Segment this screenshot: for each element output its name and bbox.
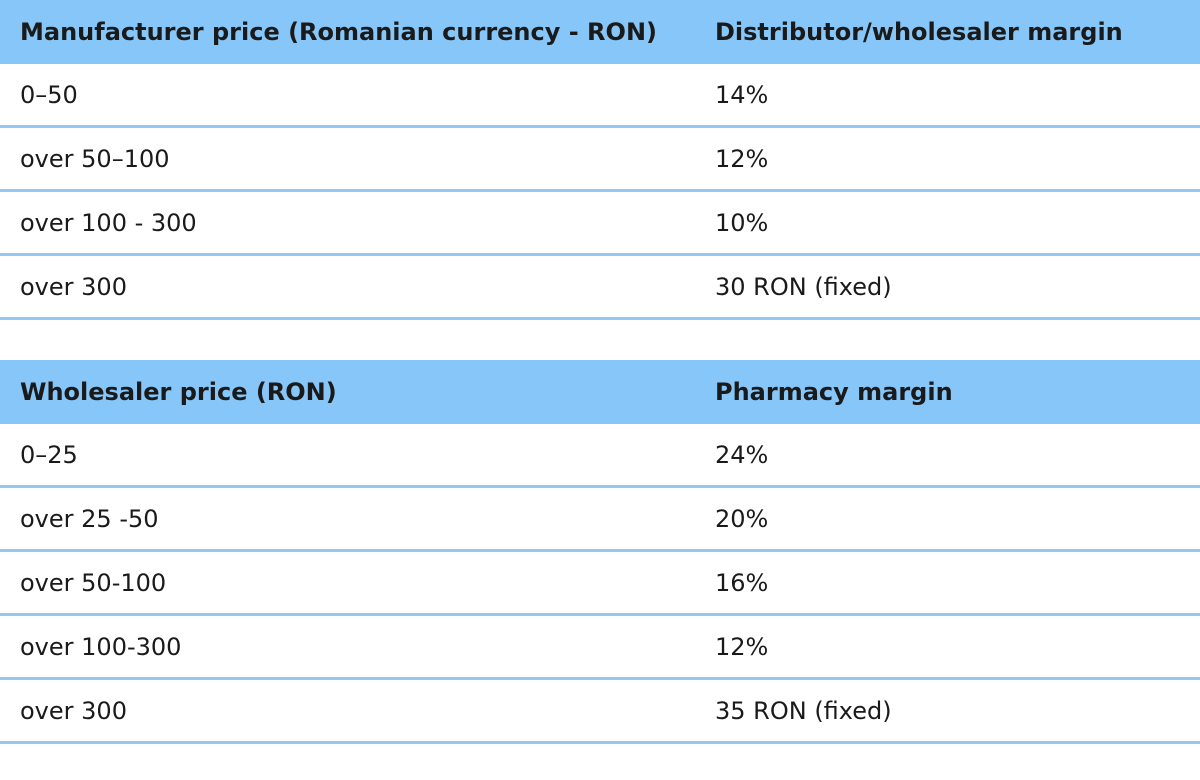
margin-cell: 12% — [695, 614, 1200, 680]
margin-cell: 16% — [695, 550, 1200, 616]
column-header-pharmacy-margin: Pharmacy margin — [695, 360, 1200, 424]
table-header-row: Manufacturer price (Romanian currency - … — [0, 0, 1200, 64]
margin-cell: 20% — [695, 486, 1200, 552]
price-range-cell: over 300 — [0, 254, 695, 320]
pharmacy-margin-table: Wholesaler price (RON) Pharmacy margin 0… — [0, 360, 1200, 744]
table-row: over 25 -50 20% — [0, 486, 1200, 552]
table-row: over 300 35 RON (fixed) — [0, 678, 1200, 744]
column-header-distributor-margin: Distributor/wholesaler margin — [695, 0, 1200, 64]
table-row: over 100 - 300 10% — [0, 190, 1200, 256]
margin-cell: 35 RON (fixed) — [695, 678, 1200, 744]
price-range-cell: 0–25 — [0, 424, 695, 488]
margin-cell: 14% — [695, 64, 1200, 128]
table-spacer — [0, 320, 1200, 360]
price-range-cell: 0–50 — [0, 64, 695, 128]
table-row: over 50-100 16% — [0, 550, 1200, 616]
table-header-row: Wholesaler price (RON) Pharmacy margin — [0, 360, 1200, 424]
price-range-cell: over 25 -50 — [0, 486, 695, 552]
column-header-wholesaler-price: Wholesaler price (RON) — [0, 360, 695, 424]
table-row: 0–25 24% — [0, 424, 1200, 488]
price-range-cell: over 300 — [0, 678, 695, 744]
table-row: over 300 30 RON (fixed) — [0, 254, 1200, 320]
price-range-cell: over 100 - 300 — [0, 190, 695, 256]
price-range-cell: over 50–100 — [0, 126, 695, 192]
margin-cell: 24% — [695, 424, 1200, 488]
column-header-manufacturer-price: Manufacturer price (Romanian currency - … — [0, 0, 695, 64]
table-row: over 100-300 12% — [0, 614, 1200, 680]
price-range-cell: over 50-100 — [0, 550, 695, 616]
margin-cell: 12% — [695, 126, 1200, 192]
table-row: over 50–100 12% — [0, 126, 1200, 192]
margin-cell: 30 RON (fixed) — [695, 254, 1200, 320]
table-row: 0–50 14% — [0, 64, 1200, 128]
margin-cell: 10% — [695, 190, 1200, 256]
wholesale-margin-table: Manufacturer price (Romanian currency - … — [0, 0, 1200, 320]
price-range-cell: over 100-300 — [0, 614, 695, 680]
